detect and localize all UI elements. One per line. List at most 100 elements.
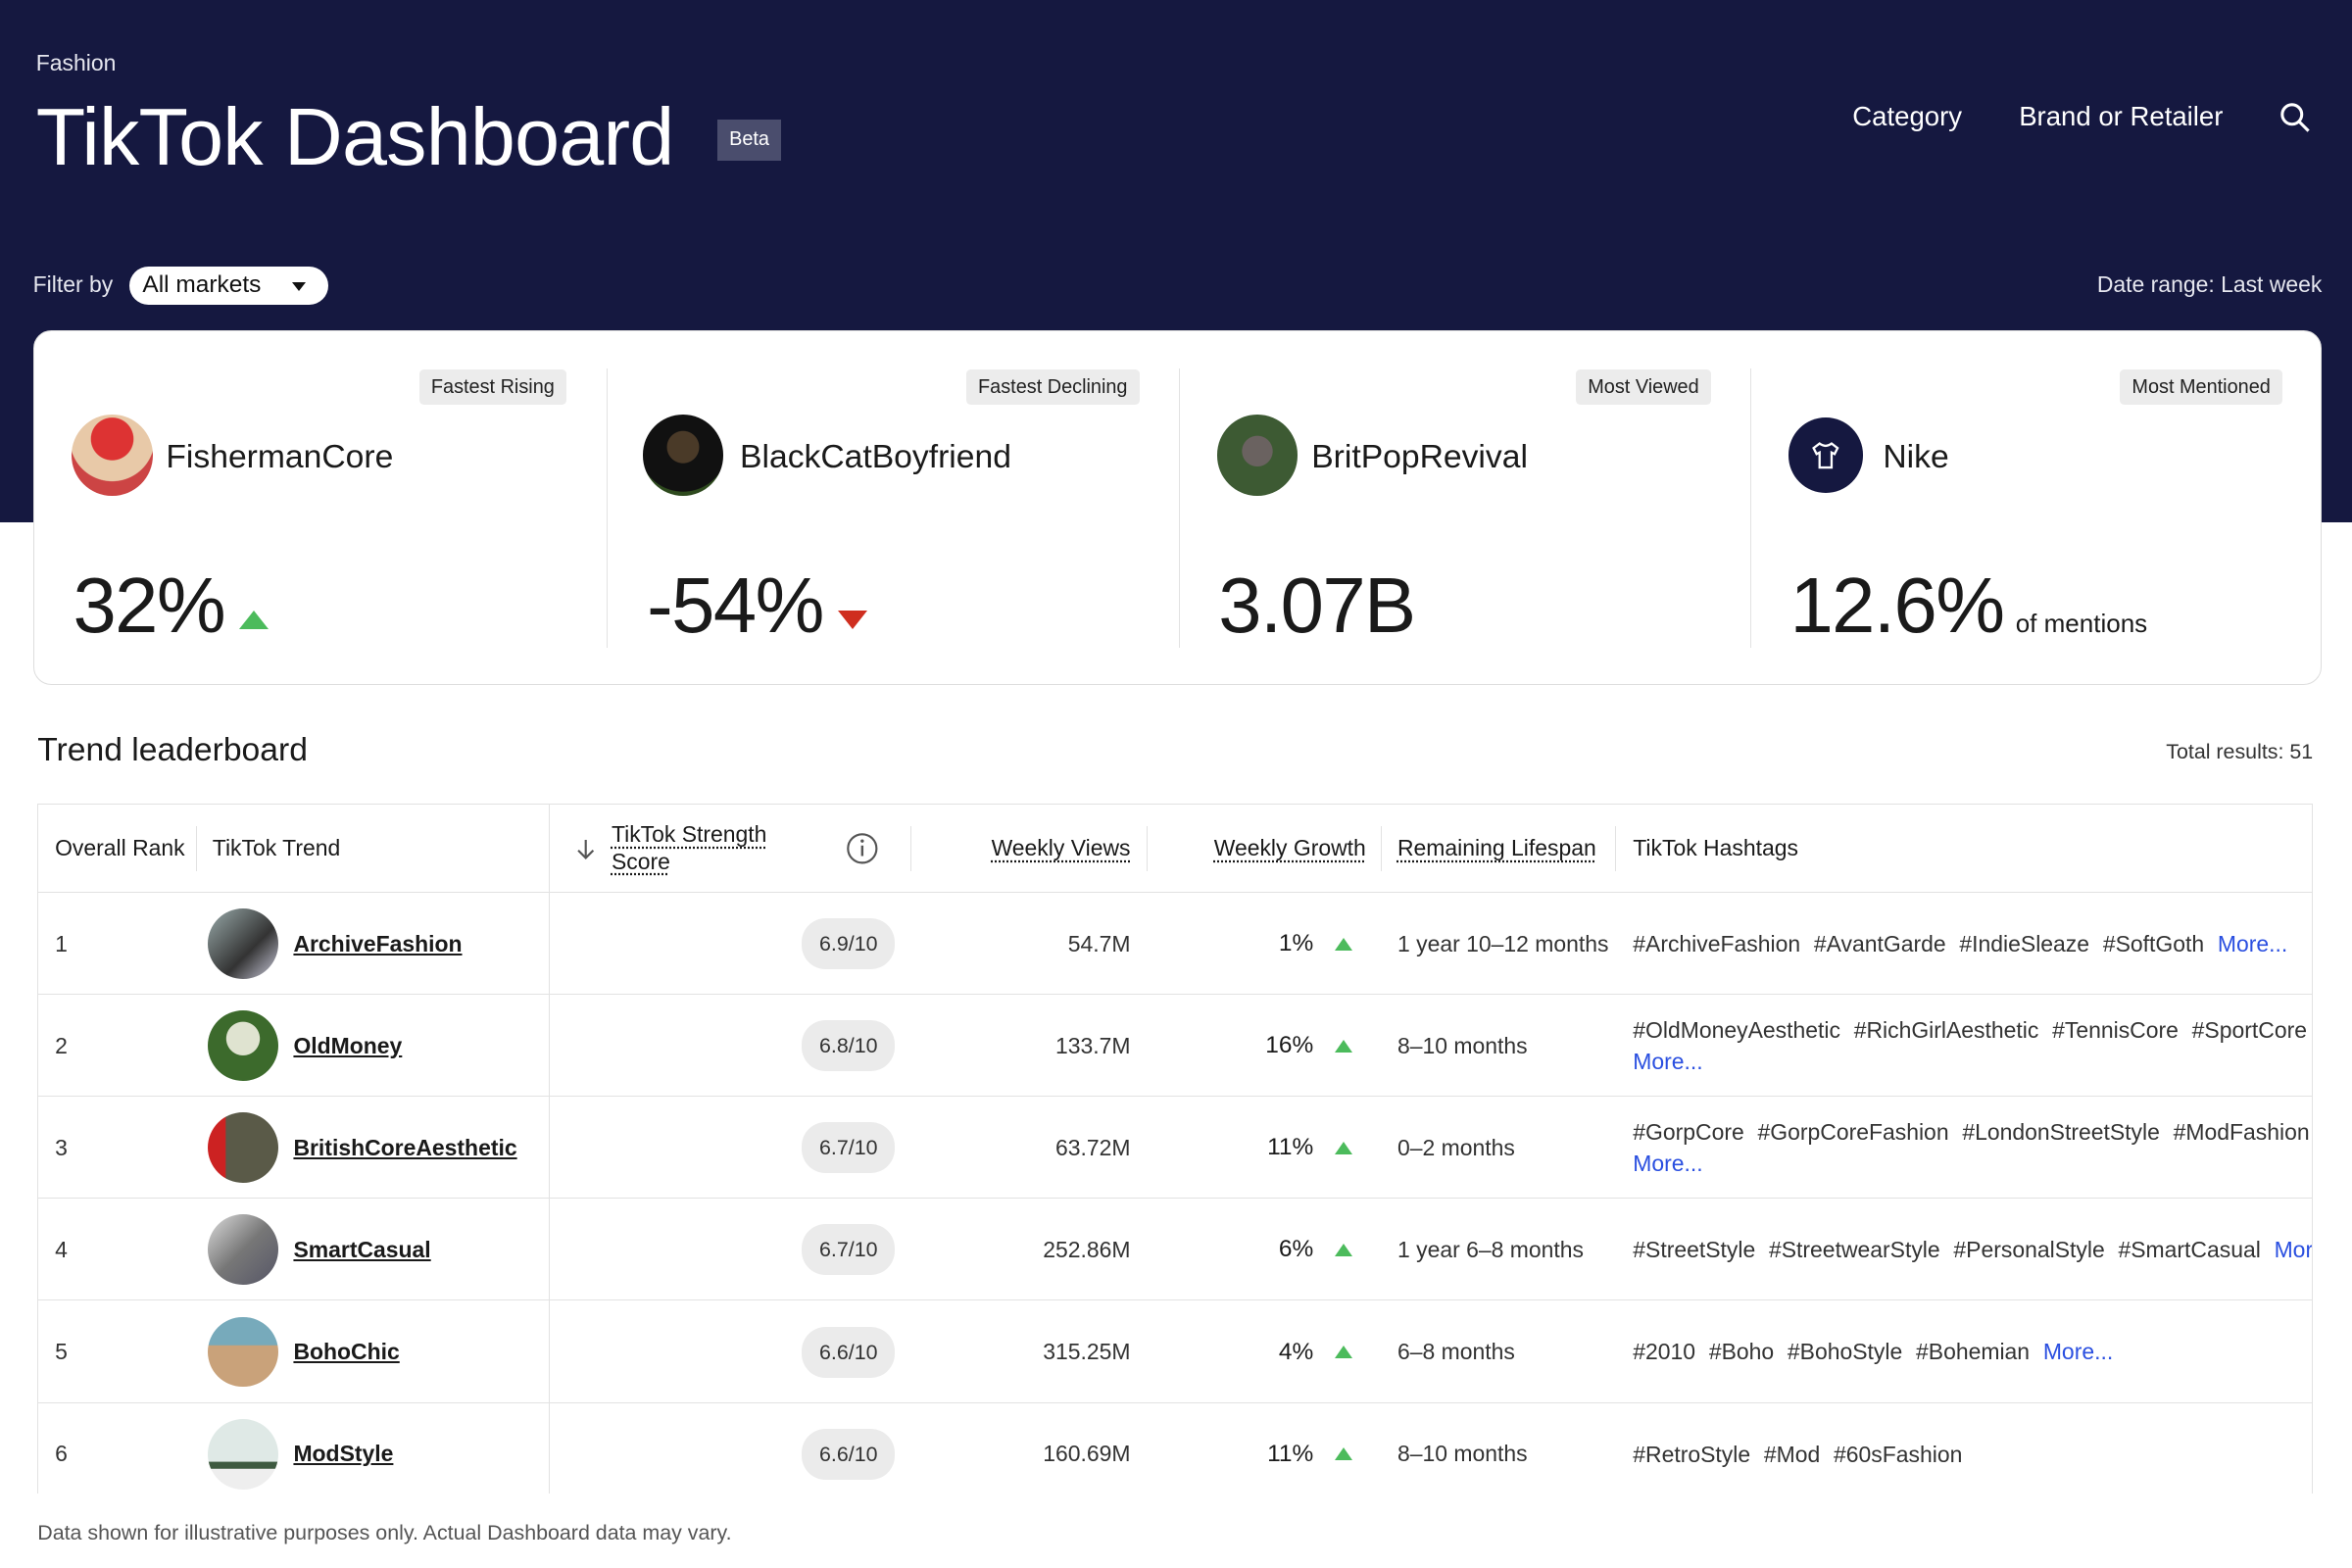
hashtag[interactable]: #Mod	[1763, 1441, 1821, 1467]
weekly-views: 63.72M	[1054, 1134, 1131, 1160]
arrow-up-icon	[1334, 936, 1352, 951]
market-filter-dropdown[interactable]: All markets	[128, 267, 329, 305]
highlights-card: Fastest Rising FishermanCore 32% Fastest…	[32, 329, 2323, 686]
weekly-views: 160.69M	[1043, 1441, 1131, 1467]
hashtags-cell: #RetroStyle #Mod #60sFashion	[1633, 1403, 2312, 1494]
hashtag[interactable]: #TennisCore	[2052, 1017, 2179, 1044]
hashtags-cell: #2010 #Boho #BohoStyle #Bohemian More...	[1633, 1300, 2312, 1402]
leaderboard-title: Trend leaderboard	[37, 731, 308, 768]
chevron-down-icon	[292, 281, 307, 291]
weekly-growth: 4%	[1278, 1338, 1314, 1365]
more-hashtags-link[interactable]: More...	[2274, 1237, 2314, 1263]
strength-score: 6.6/10	[802, 1326, 896, 1378]
hashtag[interactable]: #ModFashion	[2173, 1119, 2310, 1146]
hashtag[interactable]: #Boho	[1708, 1339, 1775, 1365]
highlight-name[interactable]: BlackCatBoyfriend	[740, 438, 1011, 475]
trend-link[interactable]: ModStyle	[293, 1441, 394, 1467]
arrow-up-icon	[239, 610, 270, 629]
table-row[interactable]: 4 SmartCasual 6.7/10 252.86M 6% 1 year 6…	[38, 1198, 2313, 1299]
arrow-up-icon	[1334, 1141, 1352, 1154]
hashtag[interactable]: #SportCore	[2191, 1017, 2307, 1044]
value-text: 12.6%	[1789, 561, 2005, 649]
header-divider	[1381, 825, 1382, 871]
highlight-name[interactable]: BritPopRevival	[1311, 438, 1528, 475]
col-header-score[interactable]: TikTok Strength Score	[612, 805, 792, 892]
weekly-views: 133.7M	[1054, 1032, 1131, 1058]
trend-link[interactable]: BohoChic	[293, 1339, 400, 1365]
hashtag[interactable]: #AvantGarde	[1813, 931, 1946, 957]
leaderboard-table: Overall Rank TikTok Trend TikTok Strengt…	[37, 804, 2314, 1494]
hashtag[interactable]: #GorpCore	[1633, 1119, 1744, 1146]
hashtag[interactable]: #GorpCoreFashion	[1757, 1119, 1949, 1146]
hashtag[interactable]: #ArchiveFashion	[1633, 931, 1801, 957]
more-hashtags-link[interactable]: More...	[1633, 1049, 1703, 1075]
hashtag[interactable]: #RichGirlAesthetic	[1853, 1017, 2039, 1044]
arrow-up-icon	[1334, 1243, 1352, 1256]
trend-link[interactable]: ArchiveFashion	[293, 930, 463, 956]
sort-desc-icon[interactable]	[575, 805, 612, 892]
hashtag[interactable]: #60sFashion	[1834, 1441, 1963, 1467]
highlight-name[interactable]: Nike	[1883, 438, 1949, 475]
value-suffix: of mentions	[2015, 608, 2148, 638]
hashtag[interactable]: #RetroStyle	[1633, 1441, 1751, 1467]
col-header-hashtags[interactable]: TikTok Hashtags	[1633, 835, 1798, 861]
highlight-name[interactable]: FishermanCore	[166, 438, 394, 475]
highlight-most-mentioned[interactable]: Most Mentioned Nike 12.6% of mentions	[1749, 368, 2322, 649]
highlight-fastest-rising[interactable]: Fastest Rising FishermanCore 32%	[34, 368, 606, 651]
hashtags-cell: #GorpCore #GorpCoreFashion #LondonStreetSt…	[1633, 1097, 2312, 1199]
hashtag[interactable]: #SoftGoth	[2102, 931, 2205, 957]
total-results: Total results: 51	[2166, 739, 2314, 763]
col-header-growth[interactable]: Weekly Growth	[1149, 805, 1366, 892]
hashtag[interactable]: #StreetwearStyle	[1768, 1237, 1940, 1263]
hashtag[interactable]: #PersonalStyle	[1953, 1237, 2105, 1263]
highlight-value: -54%	[647, 561, 868, 651]
nav-brand-or-retailer[interactable]: Brand or Retailer	[2019, 100, 2224, 131]
hashtag[interactable]: #LondonStreetStyle	[1962, 1119, 2160, 1146]
nav-category[interactable]: Category	[1852, 100, 1963, 131]
header-divider	[1147, 825, 1149, 871]
rank: 2	[55, 1032, 68, 1058]
table-row[interactable]: 6 ModStyle 6.6/10 160.69M 11% 8–10 month…	[38, 1401, 2313, 1494]
weekly-views: 252.86M	[1043, 1236, 1131, 1262]
highlight-fastest-declining[interactable]: Fastest Declining BlackCatBoyfriend -54%	[607, 368, 1178, 651]
highlight-most-viewed[interactable]: Most Viewed BritPopRevival 3.07B	[1178, 368, 1750, 649]
table-row[interactable]: 3 BritishCoreAesthetic 6.7/10 63.72M 11%…	[38, 1096, 2313, 1198]
more-hashtags-link[interactable]: More...	[2217, 931, 2288, 957]
beta-badge: Beta	[716, 120, 782, 161]
highlight-value: 32%	[73, 561, 270, 651]
more-hashtags-link[interactable]: More...	[1633, 1151, 1703, 1177]
hashtag[interactable]: #2010	[1633, 1339, 1696, 1365]
more-hashtags-link[interactable]: More...	[2042, 1339, 2114, 1365]
search-icon[interactable]	[2278, 101, 2312, 134]
weekly-growth: 11%	[1267, 1440, 1314, 1467]
hashtag[interactable]: #BohoStyle	[1787, 1339, 1903, 1365]
hashtag[interactable]: #IndieSleaze	[1959, 931, 2090, 957]
remaining-lifespan: 8–10 months	[1396, 1441, 1528, 1467]
hashtag[interactable]: #OldMoneyAesthetic	[1633, 1017, 1840, 1044]
remaining-lifespan: 0–2 months	[1396, 1134, 1515, 1160]
score-header-label: TikTok Strength Score	[611, 821, 767, 874]
info-icon[interactable]	[846, 805, 879, 892]
value-text: -54%	[647, 561, 824, 649]
hashtag[interactable]: #Bohemian	[1916, 1339, 2031, 1365]
table-row[interactable]: 5 BohoChic 6.6/10 315.25M 4% 6–8 months …	[38, 1299, 2313, 1401]
col-header-lifespan[interactable]: Remaining Lifespan	[1397, 805, 1596, 892]
col-header-views[interactable]: Weekly Views	[911, 805, 1131, 892]
trend-link[interactable]: OldMoney	[293, 1032, 403, 1058]
hashtag[interactable]: #StreetStyle	[1633, 1237, 1756, 1263]
table-row[interactable]: 1 ArchiveFashion 6.9/10 54.7M 1% 1 year …	[38, 892, 2313, 994]
col-header-rank[interactable]: Overall Rank	[55, 835, 185, 861]
hashtags-cell: #StreetStyle #StreetwearStyle #PersonalSty…	[1633, 1199, 2314, 1300]
filter-label: Filter by	[32, 271, 114, 298]
col-header-trend[interactable]: TikTok Trend	[212, 835, 341, 861]
trend-link[interactable]: SmartCasual	[293, 1236, 431, 1262]
breadcrumb[interactable]: Fashion	[35, 49, 117, 75]
strength-score: 6.7/10	[802, 1122, 896, 1174]
weekly-views: 54.7M	[1067, 930, 1131, 956]
table-row[interactable]: 2 OldMoney 6.8/10 133.7M 16% 8–10 months…	[38, 994, 2313, 1096]
value-text: 32%	[73, 561, 225, 649]
hashtag[interactable]: #SmartCasual	[2118, 1237, 2261, 1263]
trend-link[interactable]: BritishCoreAesthetic	[293, 1134, 517, 1160]
highlight-value: 3.07B	[1218, 561, 1416, 649]
remaining-lifespan: 1 year 6–8 months	[1396, 1236, 1584, 1262]
